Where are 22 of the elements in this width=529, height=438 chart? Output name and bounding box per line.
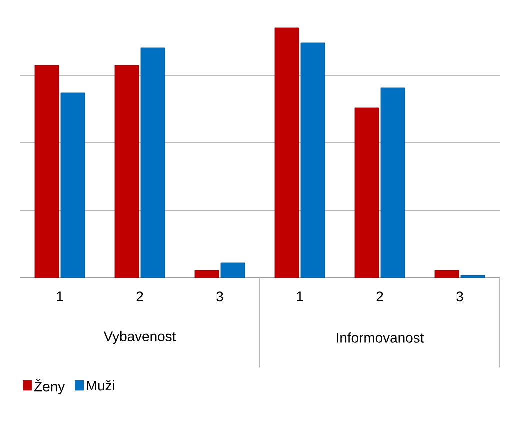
bar xyxy=(434,270,460,278)
bar xyxy=(140,48,166,278)
bar xyxy=(220,262,246,278)
x-tick-label: 2 xyxy=(136,292,144,302)
bar xyxy=(300,42,326,278)
x-tick-label: 2 xyxy=(376,292,384,302)
text: Informovanost xyxy=(337,332,424,343)
bar xyxy=(460,275,486,278)
legend-label: Muži xyxy=(87,380,114,391)
bar xyxy=(194,270,220,278)
bar xyxy=(60,92,86,278)
bar xyxy=(114,65,140,278)
bar xyxy=(354,108,380,278)
x-tick-label: 3 xyxy=(216,292,224,302)
x-tick-label: 1 xyxy=(297,292,304,302)
x-tick-label: 3 xyxy=(456,292,464,302)
bar xyxy=(34,65,60,278)
bar xyxy=(380,88,406,278)
bar xyxy=(274,28,300,278)
text: Vybavenost xyxy=(104,331,176,344)
legend-label: Ženy xyxy=(34,379,66,394)
x-tick-label: 1 xyxy=(57,292,64,302)
